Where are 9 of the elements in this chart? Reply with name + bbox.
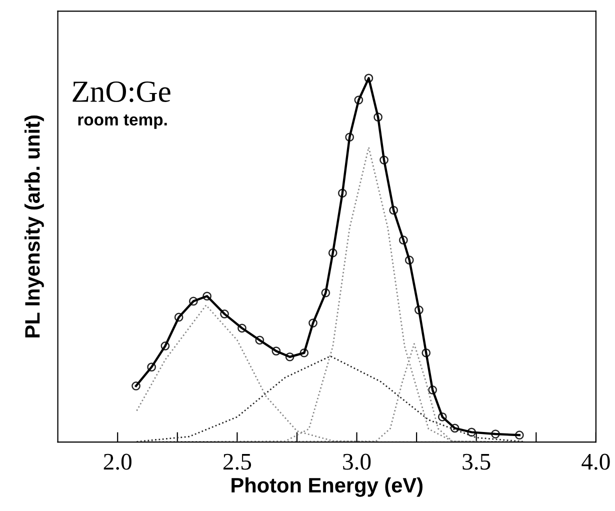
annotation: room temp. [78, 114, 167, 129]
x-tick-label: 3.0 [343, 454, 371, 470]
x-axis-title: Photon Energy (eV) [232, 477, 422, 497]
x-tick-label: 4.0 [582, 454, 610, 470]
y-axis-title: PL Inyensity (arb. unit) [24, 116, 44, 338]
x-tick-label: 3.5 [462, 454, 490, 470]
x-tick-label: 2.5 [223, 454, 252, 470]
annotation: ZnO:Ge [72, 81, 170, 102]
x-tick-label: 2.0 [104, 454, 132, 470]
